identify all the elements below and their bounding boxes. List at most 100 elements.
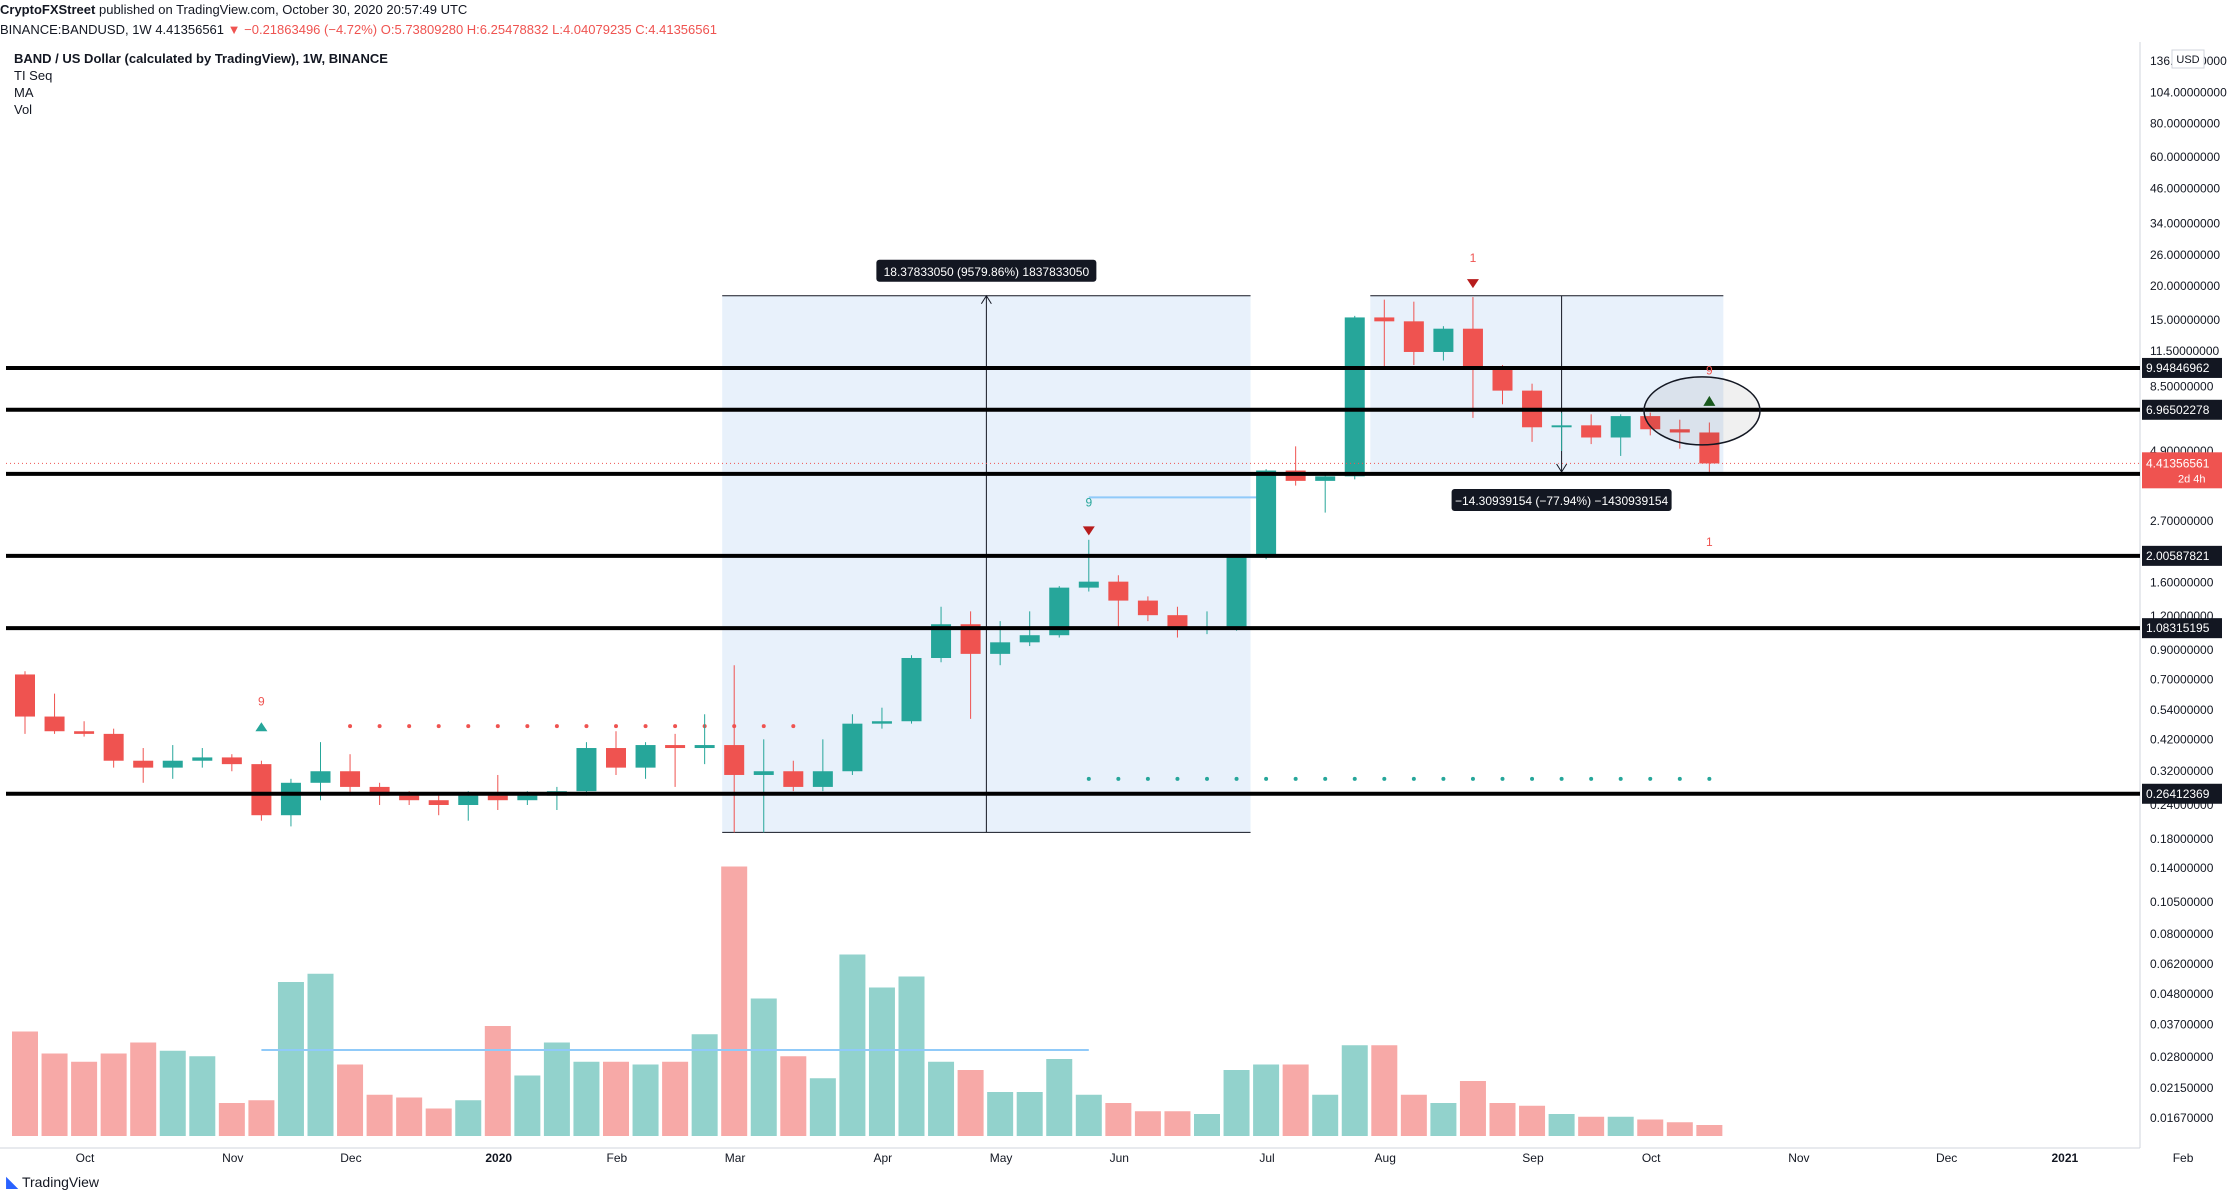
volume-bar — [41, 1053, 68, 1136]
legend-indicator[interactable]: Vol — [14, 102, 33, 117]
td-dot — [1175, 776, 1180, 781]
candle-body — [310, 771, 331, 783]
td-dot — [407, 724, 412, 729]
volume-bar — [1578, 1116, 1605, 1136]
td-label: 9 — [1706, 364, 1713, 378]
time-tick: 2021 — [2051, 1151, 2078, 1165]
candle-body — [221, 757, 242, 765]
td-dot — [554, 724, 559, 729]
candle-body — [1315, 476, 1336, 481]
legend-title[interactable]: BAND / US Dollar (calculated by TradingV… — [14, 51, 388, 66]
price-tick: 2.70000000 — [2150, 514, 2214, 528]
volume-bar — [987, 1092, 1014, 1136]
price-tick: 0.01670000 — [2150, 1111, 2214, 1125]
candle-body — [635, 745, 656, 768]
level-price-label-bg — [2142, 783, 2222, 804]
td-dot — [1145, 776, 1150, 781]
td-label: 1 — [1470, 251, 1477, 265]
price-change: −0.21863496 (−4.72%) — [244, 22, 378, 37]
volume-bar — [12, 1031, 38, 1136]
price-tick: 60.00000000 — [2150, 150, 2220, 164]
volume-bar — [1430, 1103, 1457, 1136]
volume-bar — [1459, 1081, 1486, 1136]
td-dot — [466, 724, 471, 729]
volume-bar — [957, 1070, 984, 1136]
price-tick: 104.00000000 — [2150, 86, 2227, 100]
time-tick: Feb — [607, 1151, 628, 1165]
td-dot — [1648, 776, 1653, 781]
volume-bar — [691, 1034, 718, 1136]
publisher-name[interactable]: CryptoFXStreet — [0, 2, 96, 17]
time-tick: Aug — [1375, 1151, 1396, 1165]
volume-bar — [130, 1042, 157, 1136]
range-gain-label: 18.37833050 (9579.86%) 1837833050 — [884, 265, 1090, 279]
price-tick: 0.03700000 — [2150, 1017, 2214, 1031]
volume-bar — [928, 1061, 955, 1136]
price-tick: 0.90000000 — [2150, 643, 2214, 657]
publish-info: published on TradingView.com, October 30… — [98, 2, 468, 17]
legend-indicator[interactable]: MA — [14, 85, 34, 100]
candle-body — [812, 771, 833, 787]
range-label-bg — [876, 259, 1097, 282]
volume-bar — [543, 1042, 570, 1136]
down-arrow-icon: ▼ — [227, 22, 241, 37]
price-tick: 11.50000000 — [2150, 344, 2220, 358]
volume-bar — [1341, 1045, 1368, 1136]
price-tick: 20.00000000 — [2150, 279, 2220, 293]
td-dot — [1323, 776, 1328, 781]
volume-bar — [868, 987, 895, 1136]
volume-bar — [1666, 1122, 1693, 1136]
level-price-label: 0.26412369 — [2146, 787, 2210, 801]
td-dot — [1677, 776, 1682, 781]
volume-bar — [1046, 1059, 1073, 1136]
volume-bar — [71, 1061, 98, 1136]
candle-body — [133, 760, 154, 768]
tradingview-logo[interactable]: ◣ TradingView — [6, 1172, 99, 1192]
td-dot — [1618, 776, 1623, 781]
td-dot — [1264, 776, 1269, 781]
candle-body — [517, 795, 538, 801]
candle-body — [1137, 600, 1158, 616]
price-tick: 0.14000000 — [2150, 861, 2214, 875]
td-dot — [1382, 776, 1387, 781]
price-tick: 0.70000000 — [2150, 672, 2214, 686]
candle-body — [1344, 317, 1365, 477]
countdown-label: 2d 4h — [2178, 473, 2206, 485]
time-tick: Nov — [1788, 1151, 1809, 1165]
candle-body — [783, 771, 804, 787]
price-tick: 80.00000000 — [2150, 116, 2220, 130]
td-dot — [1116, 776, 1121, 781]
symbol-text: BINANCE:BANDUSD, 1W — [0, 22, 152, 37]
candle-body — [162, 760, 183, 768]
candle-body — [901, 657, 922, 722]
candle-body — [753, 771, 774, 775]
volume-bar — [898, 976, 925, 1136]
currency-badge — [2171, 49, 2205, 69]
volume-bar — [1016, 1092, 1043, 1136]
candle-body — [369, 786, 390, 796]
td-label: 9 — [1085, 496, 1092, 510]
td-dot — [643, 724, 648, 729]
candle-body — [1019, 635, 1040, 643]
volume-bar — [1637, 1119, 1664, 1136]
legend-indicator[interactable]: TI Seq — [14, 68, 53, 83]
time-tick: Apr — [874, 1151, 893, 1165]
volume-bar — [1489, 1103, 1516, 1136]
volume-bar — [1075, 1094, 1102, 1136]
time-tick: Dec — [1936, 1151, 1957, 1165]
td-dot — [791, 724, 796, 729]
td-dot — [1589, 776, 1594, 781]
candle-body — [428, 800, 449, 805]
price-tick: 26.00000000 — [2150, 248, 2220, 262]
td-dot — [1559, 776, 1564, 781]
volume-bar — [573, 1061, 600, 1136]
td-dot — [1205, 776, 1209, 781]
tradingview-icon: ◣ — [6, 1174, 19, 1191]
td-dot — [495, 724, 500, 729]
time-tick: Sep — [1522, 1151, 1544, 1165]
volume-bar — [1164, 1111, 1191, 1136]
price-tick: 0.02800000 — [2150, 1050, 2214, 1064]
candle-body — [960, 624, 981, 654]
candle-body — [1699, 432, 1720, 464]
